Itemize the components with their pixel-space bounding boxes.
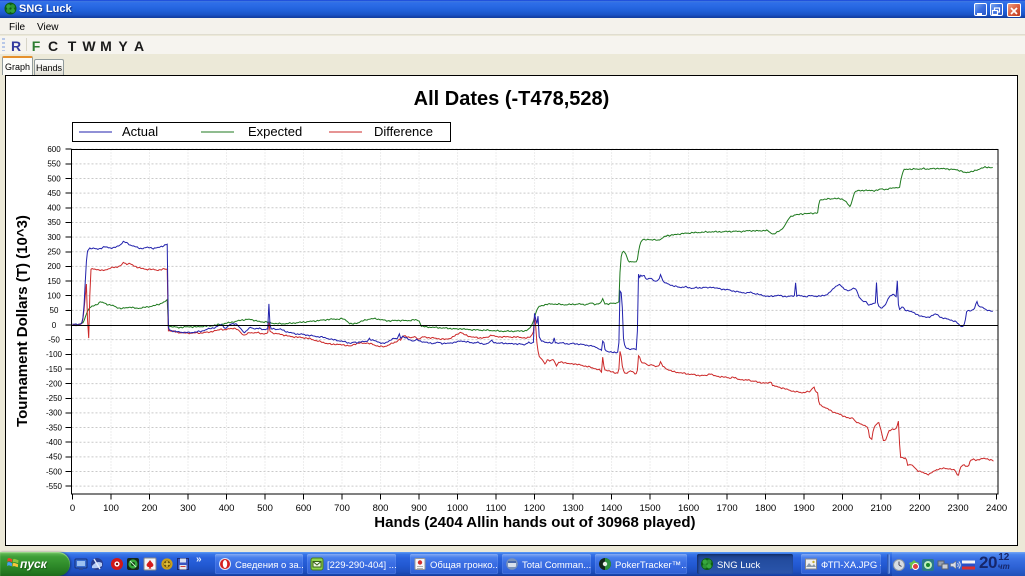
- svg-text:2400: 2400: [986, 503, 1007, 514]
- svg-text:-400: -400: [46, 438, 63, 447]
- svg-text:1800: 1800: [755, 503, 776, 514]
- svg-text:300: 300: [47, 233, 61, 242]
- svg-text:0: 0: [52, 321, 57, 330]
- svg-text:900: 900: [411, 503, 427, 514]
- svg-text:1000: 1000: [447, 503, 468, 514]
- svg-text:1900: 1900: [794, 503, 815, 514]
- svg-text:400: 400: [47, 204, 61, 213]
- svg-text:200: 200: [142, 503, 158, 514]
- svg-text:0: 0: [70, 503, 75, 514]
- svg-text:-100: -100: [46, 350, 63, 359]
- svg-text:Tournament Dollars (T) (10^3): Tournament Dollars (T) (10^3): [14, 215, 31, 427]
- svg-text:Actual: Actual: [122, 124, 158, 139]
- svg-text:1400: 1400: [601, 503, 622, 514]
- svg-text:2300: 2300: [948, 503, 969, 514]
- svg-text:800: 800: [373, 503, 389, 514]
- svg-text:1200: 1200: [524, 503, 545, 514]
- svg-text:2200: 2200: [909, 503, 930, 514]
- svg-text:100: 100: [103, 503, 119, 514]
- svg-text:Hands (2404 Allin hands out of: Hands (2404 Allin hands out of 30968 pla…: [374, 514, 695, 531]
- svg-text:550: 550: [47, 160, 61, 169]
- svg-text:600: 600: [296, 503, 312, 514]
- svg-text:1600: 1600: [678, 503, 699, 514]
- svg-text:300: 300: [180, 503, 196, 514]
- svg-text:2100: 2100: [871, 503, 892, 514]
- svg-text:-50: -50: [48, 335, 60, 344]
- svg-text:700: 700: [334, 503, 350, 514]
- svg-text:-150: -150: [46, 365, 63, 374]
- svg-text:-350: -350: [46, 423, 63, 432]
- svg-text:1300: 1300: [563, 503, 584, 514]
- svg-text:400: 400: [219, 503, 235, 514]
- svg-text:-550: -550: [46, 482, 63, 491]
- svg-text:150: 150: [47, 277, 61, 286]
- svg-text:600: 600: [47, 145, 61, 154]
- svg-text:50: 50: [50, 306, 59, 315]
- svg-text:-250: -250: [46, 394, 63, 403]
- svg-text:-500: -500: [46, 467, 63, 476]
- svg-text:Difference: Difference: [374, 124, 433, 139]
- svg-text:1700: 1700: [717, 503, 738, 514]
- svg-text:350: 350: [47, 218, 61, 227]
- svg-text:-300: -300: [46, 409, 63, 418]
- svg-text:250: 250: [47, 248, 61, 257]
- svg-text:500: 500: [257, 503, 273, 514]
- svg-text:450: 450: [47, 189, 61, 198]
- svg-text:-450: -450: [46, 453, 63, 462]
- svg-text:500: 500: [47, 174, 61, 183]
- svg-text:Expected: Expected: [248, 124, 302, 139]
- svg-text:All Dates (-T478,528): All Dates (-T478,528): [414, 88, 610, 110]
- svg-text:1100: 1100: [486, 503, 506, 514]
- svg-text:-200: -200: [46, 379, 63, 388]
- svg-text:1500: 1500: [640, 503, 661, 514]
- svg-text:2000: 2000: [832, 503, 853, 514]
- svg-text:200: 200: [47, 262, 61, 271]
- svg-text:100: 100: [47, 292, 61, 301]
